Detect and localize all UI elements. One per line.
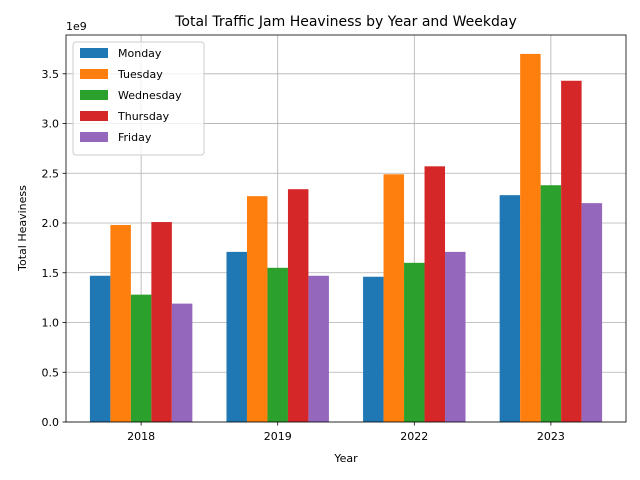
bar-wednesday-2019 [267, 267, 288, 422]
legend: Monday Tuesday Wednesday Thursday Friday [72, 41, 205, 156]
bar-thursday-2022 [424, 166, 446, 422]
legend-swatch-tuesday [80, 69, 108, 79]
y-tick-label: 0.0 [42, 416, 60, 429]
bar-tuesday-2023 [520, 53, 541, 422]
y-tick-label: 1.0 [42, 317, 60, 330]
x-tick-label: 2018 [127, 430, 155, 443]
y-tick-label: 3.5 [42, 68, 60, 81]
y-axis: 0.0 0.5 1.0 1.5 2.0 2.5 3.0 3.5 [42, 68, 66, 429]
x-axis-label: Year [333, 452, 358, 465]
bar-monday-2018 [89, 275, 111, 422]
bar-wednesday-2023 [540, 185, 562, 422]
y-tick-label: 2.5 [42, 167, 60, 180]
legend-label-monday: Monday [118, 47, 162, 60]
legend-label-thursday: Thursday [117, 110, 170, 123]
legend-label-tuesday: Tuesday [117, 68, 163, 81]
legend-label-friday: Friday [118, 131, 152, 144]
x-tick-label: 2022 [400, 430, 428, 443]
legend-swatch-wednesday [80, 90, 108, 100]
x-tick-label: 2019 [264, 430, 292, 443]
bar-thursday-2019 [287, 189, 309, 422]
y-tick-label: 1.5 [42, 267, 60, 280]
y-axis-label: Total Heaviness [16, 185, 29, 272]
bar-wednesday-2018 [130, 294, 152, 422]
bar-monday-2019 [226, 251, 247, 422]
chart-title: Total Traffic Jam Heaviness by Year and … [174, 14, 516, 30]
y-axis-scale-label: 1e9 [66, 20, 87, 33]
y-tick-label: 3.0 [42, 118, 60, 131]
bar-tuesday-2022 [383, 174, 405, 422]
bar-friday-2019 [308, 275, 329, 422]
y-tick-label: 0.5 [42, 366, 60, 379]
legend-swatch-thursday [80, 111, 108, 121]
legend-swatch-monday [80, 48, 108, 58]
legend-label-wednesday: Wednesday [118, 89, 182, 102]
bar-monday-2023 [499, 195, 521, 422]
legend-swatch-friday [80, 132, 108, 142]
bar-wednesday-2022 [404, 262, 425, 422]
plot-frame [65, 34, 627, 423]
bars [89, 53, 603, 423]
bar-thursday-2018 [151, 222, 172, 422]
y-tick-label: 2.0 [42, 217, 60, 230]
x-tick-label: 2023 [537, 430, 565, 443]
bar-friday-2022 [445, 251, 466, 422]
plot-area [65, 34, 627, 423]
bar-thursday-2023 [561, 80, 582, 423]
bar-friday-2018 [171, 303, 193, 422]
bar-friday-2023 [581, 203, 603, 422]
bar-tuesday-2018 [110, 225, 131, 422]
bar-tuesday-2019 [246, 196, 268, 422]
bar-monday-2022 [363, 276, 384, 422]
x-axis: 2018 2019 2022 2023 [127, 422, 565, 443]
